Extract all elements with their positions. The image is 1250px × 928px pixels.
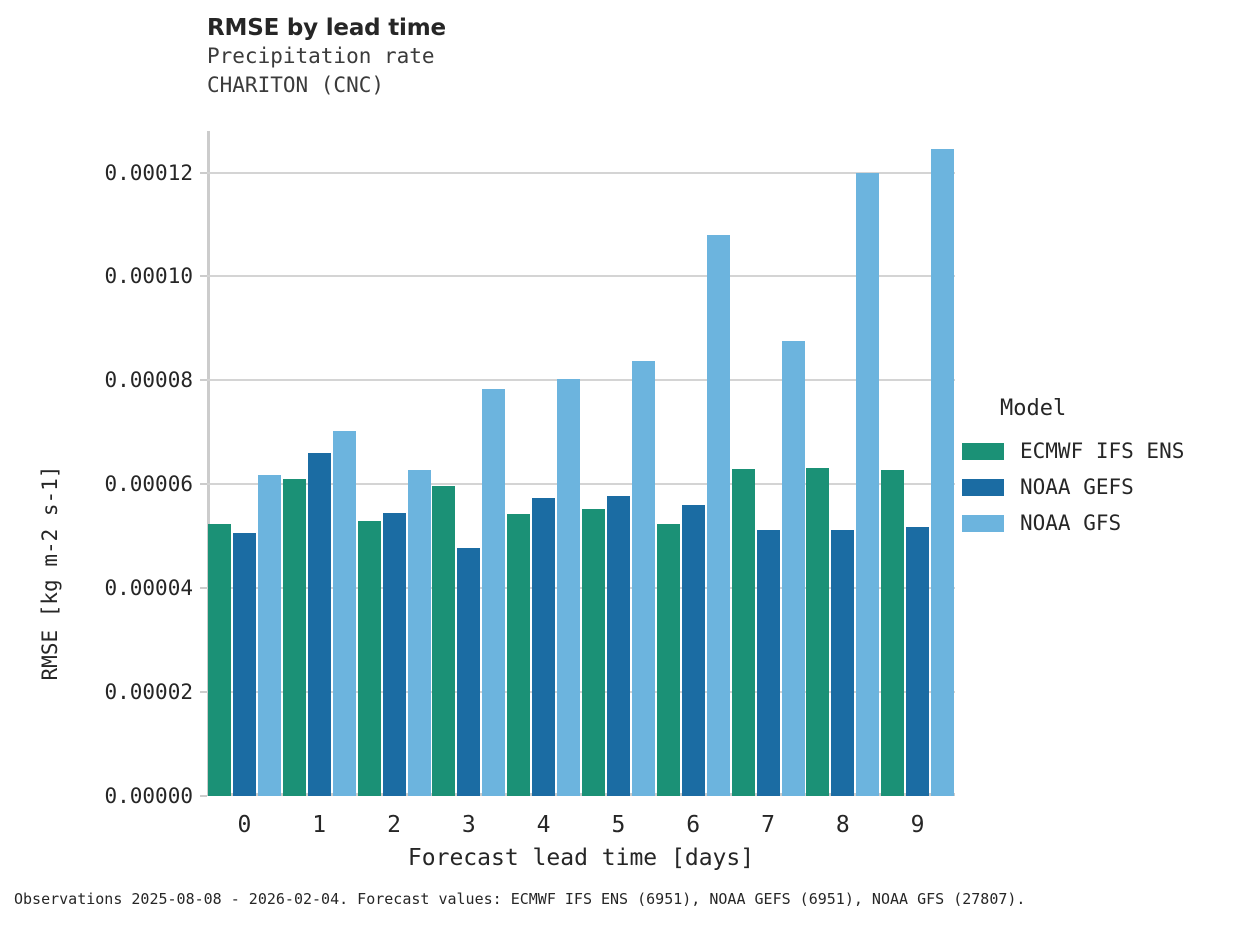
bar[interactable] <box>282 478 306 796</box>
plot-area <box>200 131 955 797</box>
bar[interactable] <box>457 547 481 796</box>
bar[interactable] <box>631 361 655 796</box>
legend-swatch-icon <box>962 442 1004 460</box>
y-tick-mark <box>200 275 207 278</box>
x-tick-label: 2 <box>387 812 401 838</box>
gridline <box>207 483 955 486</box>
y-axis: RMSE [kg m-2 s-1] 0.00000 0.00002 0.00004 0… <box>0 131 193 806</box>
x-tick-label: 9 <box>910 812 925 838</box>
x-axis-line <box>207 793 955 796</box>
y-tick-label: 0.00006 <box>104 472 193 497</box>
y-tick-label: 0.00004 <box>104 576 193 601</box>
chart-header: RMSE by lead time Precipitation rate CHA… <box>207 14 907 100</box>
y-tick-label: 0.00010 <box>104 264 193 289</box>
bar[interactable] <box>906 527 930 796</box>
gridline <box>207 379 955 382</box>
bar[interactable] <box>432 486 456 796</box>
y-tick-mark <box>200 171 207 174</box>
bar[interactable] <box>482 389 506 796</box>
y-tick-label: 0.00000 <box>104 784 193 808</box>
bar[interactable] <box>382 512 406 796</box>
legend-item[interactable]: NOAA GEFS <box>962 469 1242 505</box>
bar[interactable] <box>532 497 556 796</box>
bar[interactable] <box>407 469 431 796</box>
bar[interactable] <box>731 469 755 796</box>
y-tick-label: 0.00012 <box>104 160 193 185</box>
bar[interactable] <box>681 504 705 796</box>
x-tick-label: 4 <box>536 812 551 838</box>
bar[interactable] <box>357 520 381 796</box>
y-axis-line <box>207 131 210 796</box>
legend-item-label: ECMWF IFS ENS <box>1020 439 1185 463</box>
bar[interactable] <box>507 513 531 796</box>
gridline <box>207 275 955 278</box>
y-tick-mark <box>200 691 207 694</box>
y-tick-mark <box>200 379 207 382</box>
chart-subtitle-variable: Precipitation rate <box>207 44 435 68</box>
x-tick-label: 3 <box>461 812 476 838</box>
bar[interactable] <box>332 430 356 796</box>
legend-item-label: NOAA GEFS <box>1020 475 1134 499</box>
page-title: RMSE by lead time <box>207 15 446 41</box>
x-tick-label: 6 <box>686 812 701 838</box>
bar[interactable] <box>881 470 905 796</box>
chart-subtitle-station: CHARITON (CNC) <box>207 73 385 97</box>
bar[interactable] <box>806 467 830 796</box>
bar[interactable] <box>856 172 880 796</box>
y-tick-mark <box>200 795 207 797</box>
bar[interactable] <box>931 149 955 796</box>
footer-note: Observations 2025-08-08 - 2026-02-04. Fo… <box>14 890 1026 908</box>
bar[interactable] <box>756 530 780 796</box>
bar[interactable] <box>781 340 805 796</box>
x-tick-label: 7 <box>761 812 775 838</box>
gridline <box>207 587 955 590</box>
y-tick-label: 0.00008 <box>104 368 193 393</box>
y-axis-title: RMSE [kg m-2 s-1] <box>38 465 62 681</box>
bar[interactable] <box>257 474 281 796</box>
bar[interactable] <box>207 524 231 796</box>
y-tick-label: 0.00002 <box>104 680 193 705</box>
legend-item[interactable]: NOAA GFS <box>962 505 1242 541</box>
legend-item[interactable]: ECMWF IFS ENS <box>962 433 1242 469</box>
bar[interactable] <box>307 452 331 796</box>
legend-item-label: NOAA GFS <box>1020 511 1122 535</box>
bar[interactable] <box>831 530 855 796</box>
bar[interactable] <box>606 495 630 796</box>
x-tick-label: 5 <box>611 812 626 838</box>
legend: Model ECMWF IFS ENS NOAA GEFS NOAA GFS <box>962 396 1242 541</box>
bar[interactable] <box>232 533 256 796</box>
legend-title: Model <box>1000 396 1067 421</box>
bar[interactable] <box>706 235 730 796</box>
legend-swatch-icon <box>962 514 1004 532</box>
gridline <box>207 171 955 174</box>
legend-swatch-icon <box>962 478 1004 496</box>
x-tick-label: 1 <box>312 812 327 838</box>
legend-items: ECMWF IFS ENS NOAA GEFS NOAA GFS <box>962 433 1242 541</box>
x-axis-title: Forecast lead time [days] <box>407 845 755 871</box>
y-tick-mark <box>200 483 207 486</box>
gridline <box>207 691 955 694</box>
x-tick-label: 8 <box>835 812 850 838</box>
bar[interactable] <box>581 509 605 796</box>
x-tick-label: 0 <box>237 812 252 838</box>
bar[interactable] <box>557 378 581 796</box>
bar[interactable] <box>656 523 680 796</box>
y-tick-mark <box>200 587 207 590</box>
